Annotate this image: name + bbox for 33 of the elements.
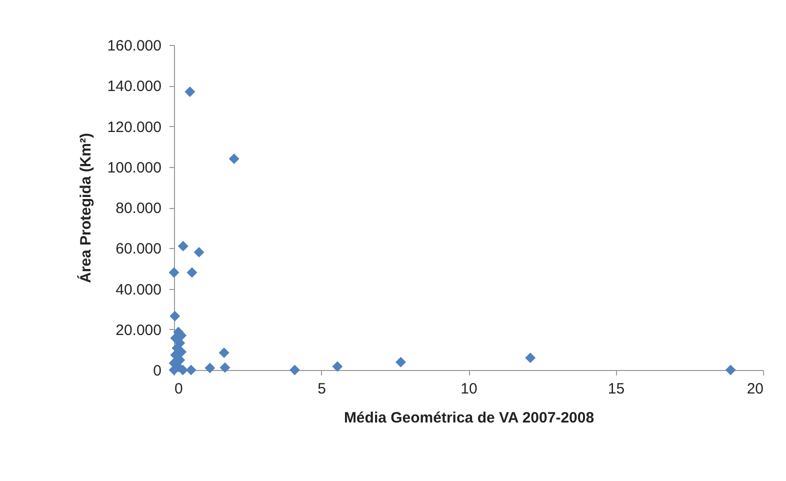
x-tick-label: 15 <box>608 380 625 398</box>
x-tick-label: 10 <box>460 380 478 398</box>
x-axis-title: Média Geométrica de VA 2007-2008 <box>344 410 594 426</box>
point <box>170 310 180 322</box>
point <box>204 362 216 374</box>
point <box>396 356 406 368</box>
y-tick-label: 0 <box>153 362 162 380</box>
point <box>290 364 300 376</box>
y-tick-label: 120.000 <box>107 118 162 136</box>
y-tick-label: 20.000 <box>116 322 162 339</box>
point <box>725 364 736 376</box>
point <box>186 364 196 376</box>
y-tick-label: 160.000 <box>107 38 162 54</box>
point <box>178 240 188 252</box>
point <box>178 364 188 376</box>
point <box>332 361 343 372</box>
y-axis-title: Área Protegida (Km²) <box>76 132 94 284</box>
point <box>220 362 230 373</box>
y-tick-label: 140.000 <box>107 78 162 96</box>
y-tick-label: 100.000 <box>107 159 162 176</box>
x-tick-label: 0 <box>174 380 183 398</box>
point <box>184 86 196 97</box>
y-tick-label: 60.000 <box>116 240 162 258</box>
x-tick-label: 20 <box>746 380 764 398</box>
y-tick-label: 80.000 <box>116 200 162 217</box>
x-tick-label: 5 <box>318 380 326 398</box>
point <box>228 154 240 164</box>
point <box>218 347 230 358</box>
point <box>525 352 536 364</box>
y-tick-label: 40.000 <box>116 281 162 298</box>
point <box>168 267 180 278</box>
point <box>194 246 204 258</box>
point <box>186 267 198 278</box>
